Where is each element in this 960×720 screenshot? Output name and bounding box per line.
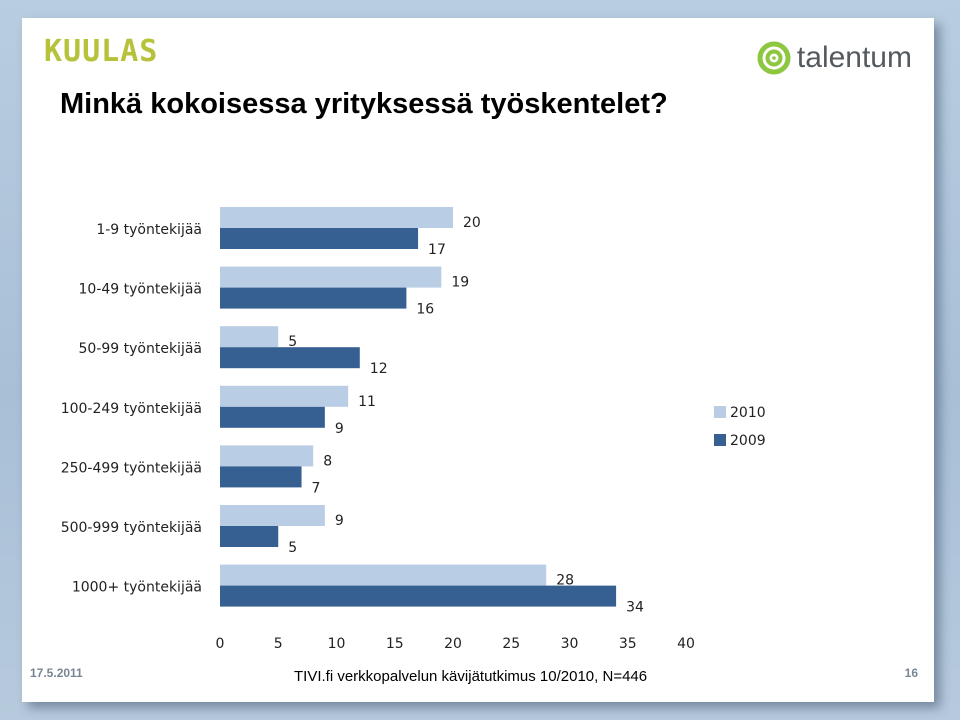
kuulas-logo: KUULAS — [44, 34, 158, 69]
bar-2010 — [220, 385, 349, 407]
legend-label: 2010 — [730, 405, 766, 421]
bar-2010 — [220, 266, 442, 288]
kuulas-logo-text: KUULAS — [44, 34, 159, 69]
bar-2009 — [220, 228, 419, 249]
bar-2010 — [220, 207, 453, 228]
legend-swatch-2009 — [714, 434, 726, 446]
talentum-logo: talentum — [757, 38, 912, 78]
slide-title: Minkä kokoisessa yrityksessä työskentele… — [60, 88, 668, 120]
x-tick-label: 15 — [386, 636, 404, 652]
bar-2010 — [220, 445, 314, 467]
footer-date: 17.5.2011 — [30, 666, 83, 680]
data-label: 11 — [358, 394, 376, 410]
x-tick-label: 20 — [444, 636, 462, 652]
data-label: 17 — [428, 242, 446, 258]
talentum-logo-text: talentum — [796, 41, 912, 74]
bar-2009 — [220, 406, 325, 428]
bar-2009 — [220, 287, 407, 309]
category-label: 50-99 työntekijää — [79, 341, 203, 357]
legend-label: 2009 — [730, 433, 766, 449]
bar-2009 — [220, 347, 360, 369]
x-tick-label: 30 — [561, 636, 579, 652]
page-number: 16 — [904, 666, 918, 680]
data-label: 28 — [556, 573, 574, 589]
bar-2009 — [220, 466, 302, 488]
category-label: 1-9 työntekijää — [96, 222, 202, 238]
footer-source: TIVI.fi verkkopalvelun kävijätutkimus 10… — [294, 668, 648, 685]
talentum-swirl-icon — [757, 41, 791, 75]
bar-2010 — [220, 326, 279, 348]
data-label: 16 — [416, 302, 434, 318]
data-label: 34 — [626, 600, 644, 616]
data-label: 19 — [451, 275, 469, 291]
data-label: 9 — [335, 421, 344, 437]
category-label: 100-249 työntekijää — [61, 401, 202, 417]
data-label: 5 — [288, 334, 297, 350]
bar-2010 — [220, 564, 547, 586]
data-label: 5 — [288, 540, 297, 556]
x-tick-label: 35 — [619, 636, 637, 652]
x-tick-label: 0 — [216, 636, 225, 652]
bar-2009 — [220, 585, 617, 607]
data-label: 20 — [463, 215, 481, 231]
data-label: 9 — [335, 513, 344, 529]
data-label: 8 — [323, 453, 332, 469]
category-label: 500-999 työntekijää — [61, 520, 202, 536]
data-label: 12 — [370, 361, 388, 377]
data-label: 7 — [312, 480, 321, 496]
category-label: 250-499 työntekijää — [61, 460, 202, 476]
x-tick-label: 40 — [677, 636, 695, 652]
x-tick-label: 5 — [274, 636, 283, 652]
bar-2010 — [220, 505, 325, 526]
category-label: 1000+ työntekijää — [72, 580, 202, 596]
category-label: 10-49 työntekijää — [79, 282, 203, 298]
bar-2009 — [220, 526, 279, 547]
x-tick-label: 25 — [502, 636, 520, 652]
x-tick-label: 10 — [328, 636, 346, 652]
legend-swatch-2010 — [714, 406, 726, 418]
